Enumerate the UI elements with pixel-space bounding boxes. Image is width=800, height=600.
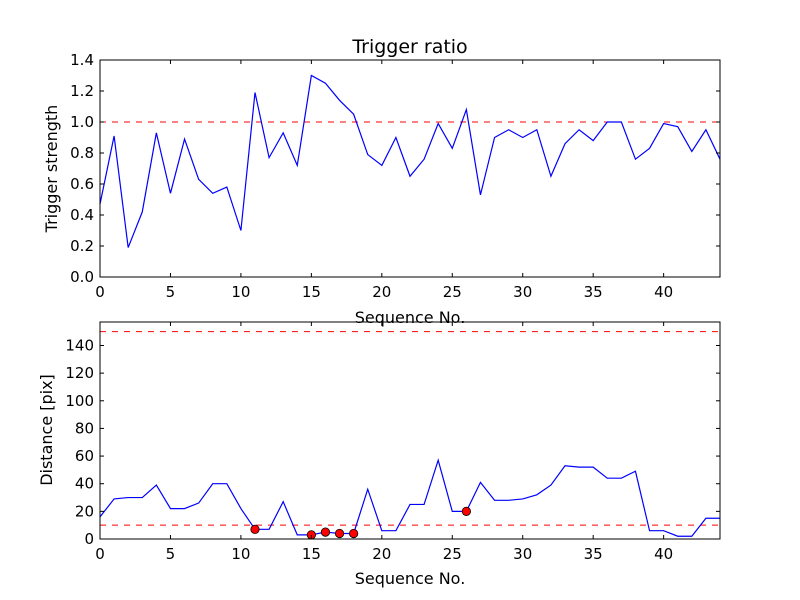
x-tick-label: 20	[372, 545, 391, 563]
x-tick-label: 35	[584, 545, 603, 563]
x-tick-label: 30	[513, 283, 532, 301]
x-tick-label: 0	[95, 545, 105, 563]
x-tick-label: 40	[654, 283, 673, 301]
y-axis-label: Distance [pix]	[37, 374, 56, 486]
trigger-ratio-chart: Trigger ratio Sequence No. Trigger stren…	[42, 36, 721, 327]
x-tick-label: 25	[443, 283, 462, 301]
data-point-marker	[250, 524, 260, 534]
y-tick-label: 1.2	[70, 82, 94, 100]
x-tick-label: 40	[654, 545, 673, 563]
x-tick-label: 5	[166, 545, 176, 563]
x-tick-label: 0	[95, 283, 105, 301]
data-layer	[100, 74, 720, 248]
y-tick-label: 0.2	[70, 237, 94, 255]
y-tick-label: 1.4	[70, 51, 94, 69]
y-tick-label: 140	[65, 336, 94, 354]
data-point-marker	[320, 527, 331, 537]
x-axis-label: Sequence No.	[355, 569, 466, 588]
series-line	[100, 458, 720, 537]
data-point-marker	[461, 506, 471, 516]
x-tick-label: 25	[443, 545, 462, 563]
y-tick-label: 20	[75, 502, 94, 520]
chart-title: Trigger ratio	[351, 36, 467, 58]
y-tick-label: 0.4	[70, 206, 94, 224]
y-tick-label: 0.6	[70, 175, 94, 193]
plot-area: 0 5 10 15 20 25 30 35 40 0 20 40 60 80 100 120 140	[65, 321, 721, 563]
x-tick-label: 10	[231, 283, 250, 301]
y-tick-label: 80	[75, 419, 94, 437]
y-tick-label: 0	[84, 530, 94, 548]
x-tick-label: 15	[302, 283, 321, 301]
data-point-marker	[306, 530, 316, 539]
y-tick-label: 0.8	[70, 144, 94, 162]
x-tick-label: 15	[302, 545, 321, 563]
x-tick-label: 35	[584, 283, 603, 301]
x-tick-label: 30	[513, 545, 532, 563]
data-layer	[100, 331, 720, 539]
x-tick-label: 10	[231, 545, 250, 563]
plot-frame	[99, 321, 721, 540]
y-axis-label: Trigger strength	[42, 105, 61, 234]
y-tick-label: 0.0	[70, 268, 94, 286]
data-point-marker	[334, 528, 345, 539]
x-tick-label: 20	[372, 283, 391, 301]
y-tick-label: 40	[75, 475, 94, 493]
data-point-marker	[349, 528, 359, 539]
x-tick-label: 5	[166, 283, 176, 301]
y-tick-label: 1.0	[70, 113, 94, 131]
plot-area: 0 5 10 15 20 25 30 35 40 0.0 0.2 0.4 0.6 0.8 1.0 1.2 1.4	[70, 51, 721, 301]
y-tick-label: 100	[65, 392, 94, 410]
x-axis-label: Sequence No.	[355, 308, 466, 327]
series-line	[100, 74, 720, 248]
plot-frame	[99, 59, 721, 278]
y-tick-label: 60	[75, 447, 94, 465]
y-tick-label: 120	[65, 364, 94, 382]
distance-chart: Sequence No. Distance [pix] 0 5 10 15 20 25 30…	[37, 321, 721, 588]
